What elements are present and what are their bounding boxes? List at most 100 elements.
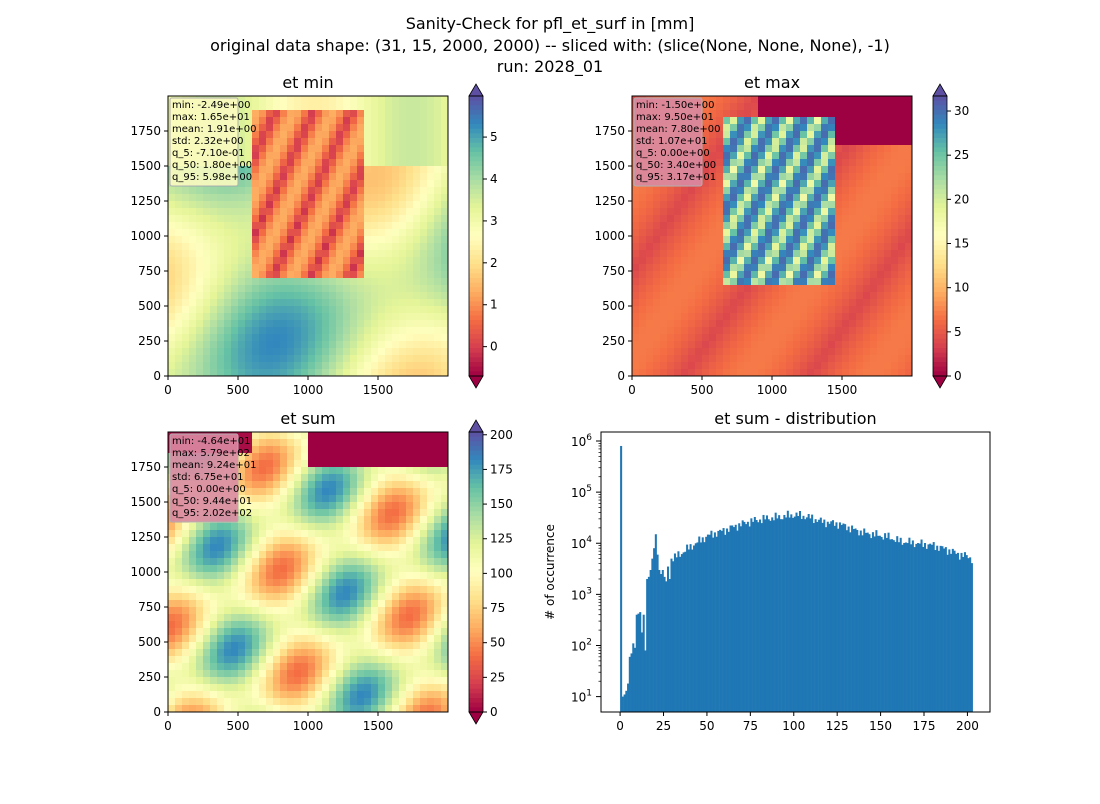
y-tick-label: 101 (571, 689, 592, 705)
histogram-bar (832, 520, 834, 712)
histogram-bar (662, 570, 664, 712)
histogram-bar (801, 519, 803, 712)
x-tick-label: 50 (699, 719, 714, 733)
histogram-bar (677, 551, 679, 712)
y-tick-label: 750 (602, 264, 625, 278)
y-tick-label: 1500 (594, 159, 625, 173)
colorbar-tick-label: 100 (490, 566, 513, 580)
histogram-bar (912, 540, 914, 712)
histogram-bar (919, 544, 921, 712)
histogram-bar (651, 559, 653, 712)
stats-line: max: 9.50e+01 (636, 112, 714, 123)
histogram-bar (672, 561, 674, 712)
x-tick-label: 1500 (363, 719, 394, 733)
histogram-bar (775, 513, 777, 712)
y-tick-label: 1000 (130, 565, 161, 579)
figure-title-line-2: original data shape: (31, 15, 2000, 2000… (210, 36, 890, 55)
histogram-bar (849, 532, 851, 712)
histogram-bar (962, 557, 964, 712)
histogram-bar (811, 515, 813, 712)
histogram-bar (867, 533, 869, 712)
colorbar-tick-label: 150 (490, 497, 513, 511)
colorbar-tick-label: 0 (490, 340, 498, 354)
histogram-bar (648, 577, 650, 712)
histogram-bar (691, 550, 693, 712)
histogram-bar (827, 522, 829, 712)
stats-line: max: 5.79e+02 (172, 448, 250, 459)
x-tick-label: 100 (782, 719, 805, 733)
histogram-bar (860, 531, 862, 712)
histogram-bar (907, 543, 909, 712)
histogram-bar (769, 521, 771, 712)
histogram-bar (959, 560, 961, 712)
histogram-bar (927, 544, 929, 712)
histogram-bar (693, 545, 695, 712)
y-tick-label: 103 (571, 586, 592, 602)
x-tick-label: 500 (227, 719, 250, 733)
colorbar-extend-max (469, 84, 483, 96)
histogram-bar (882, 540, 884, 712)
stats-line: q_5: 0.00e+00 (172, 484, 246, 495)
y-tick-exponent: 3 (586, 586, 592, 596)
histogram-bar (667, 567, 669, 712)
histogram-bar (855, 529, 857, 712)
x-tick-label: 0 (164, 383, 172, 397)
figure-title-line-1: Sanity-Check for pfl_et_surf in [mm] (406, 14, 695, 34)
histogram-bar (794, 517, 796, 712)
x-tick-label: 1000 (757, 383, 788, 397)
histogram-bar (764, 519, 766, 712)
histogram-bar (964, 552, 966, 712)
histogram-bar (632, 643, 634, 712)
figure-title-line-3: run: 2028_01 (497, 57, 603, 77)
histogram-bar (971, 563, 973, 712)
histogram-bar (957, 553, 959, 712)
stats-line: std: 1.07e+01 (636, 136, 708, 147)
histogram-bar (835, 522, 837, 712)
histogram-bar (872, 532, 874, 712)
y-tick-label: 250 (138, 670, 161, 684)
histogram-bar (837, 529, 839, 712)
histogram-bar (688, 549, 690, 712)
x-tick-label: 500 (227, 383, 250, 397)
histogram-bar (749, 526, 751, 712)
histogram-bar (683, 552, 685, 712)
y-tick-label: 1250 (130, 530, 161, 544)
histogram-bar (752, 522, 754, 712)
histogram-bar (773, 520, 775, 712)
histogram-bar (914, 547, 916, 712)
histogram-bar (620, 446, 622, 712)
stats-line: q_5: 0.00e+00 (636, 148, 710, 159)
histogram-bar (641, 632, 643, 712)
colorbar-extend-min (469, 376, 483, 388)
histogram-bar (723, 528, 725, 712)
histogram-bar (841, 525, 843, 712)
histogram-bar (743, 522, 745, 712)
colorbar-tick-label: 3 (490, 214, 498, 228)
histogram-bar (893, 540, 895, 712)
stats-line: min: -1.50e+00 (636, 100, 715, 111)
y-tick-label: 750 (138, 264, 161, 278)
histogram-bar (796, 513, 798, 712)
x-tick-label: 1500 (363, 383, 394, 397)
colorbar-tick-label: 125 (490, 532, 513, 546)
x-tick-label: 500 (691, 383, 714, 397)
x-tick-label: 1500 (827, 383, 858, 397)
colorbar-extend-max (469, 420, 483, 432)
x-tick-label: 1000 (293, 383, 324, 397)
colorbar-tick-label: 15 (954, 237, 969, 251)
stats-line: q_50: 1.80e+00 (172, 160, 252, 171)
histogram-bar (754, 517, 756, 712)
histogram-bar (830, 521, 832, 712)
histogram-bar (783, 515, 785, 712)
colorbar-tick-label: 30 (954, 104, 969, 118)
y-tick-exponent: 6 (586, 433, 592, 443)
axes-title-et-sum: et sum (280, 409, 335, 428)
histogram-bar (881, 537, 883, 712)
x-tick-label: 0 (164, 719, 172, 733)
histogram-bar (856, 530, 858, 712)
y-tick-label: 250 (138, 334, 161, 348)
histogram-bar (924, 543, 926, 712)
